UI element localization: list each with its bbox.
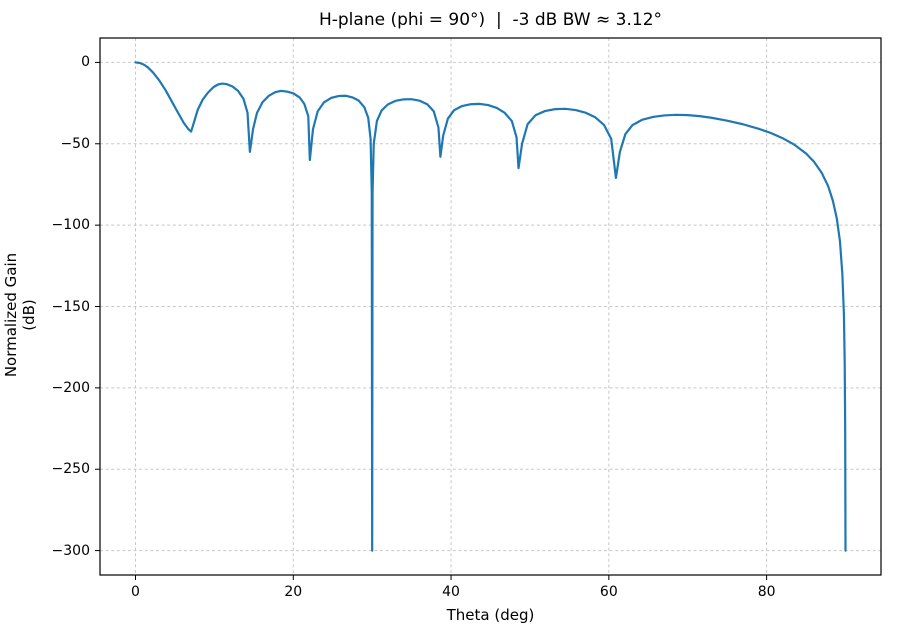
- y-tick-label: −50: [60, 135, 90, 152]
- axes-frame: [99, 37, 882, 576]
- y-tick-label: −200: [51, 379, 90, 396]
- x-tick-label: 80: [757, 584, 776, 600]
- chart-title: H-plane (phi = 90°) | -3 dB BW ≈ 3.12°: [318, 10, 663, 30]
- x-tick-label: 60: [599, 584, 618, 600]
- gain-curve: [134, 61, 847, 552]
- y-tick-label: −250: [51, 461, 90, 478]
- x-tick-label: 20: [284, 584, 303, 600]
- y-tick-label: −150: [51, 298, 90, 315]
- x-tick-label: 40: [442, 584, 460, 600]
- x-axis-label: Theta (deg): [446, 606, 535, 624]
- x-tick-label: 0: [131, 584, 140, 600]
- y-tick-label: −300: [51, 542, 90, 559]
- y-tick-label: −100: [51, 217, 90, 234]
- y-tick-label: 0: [81, 54, 90, 71]
